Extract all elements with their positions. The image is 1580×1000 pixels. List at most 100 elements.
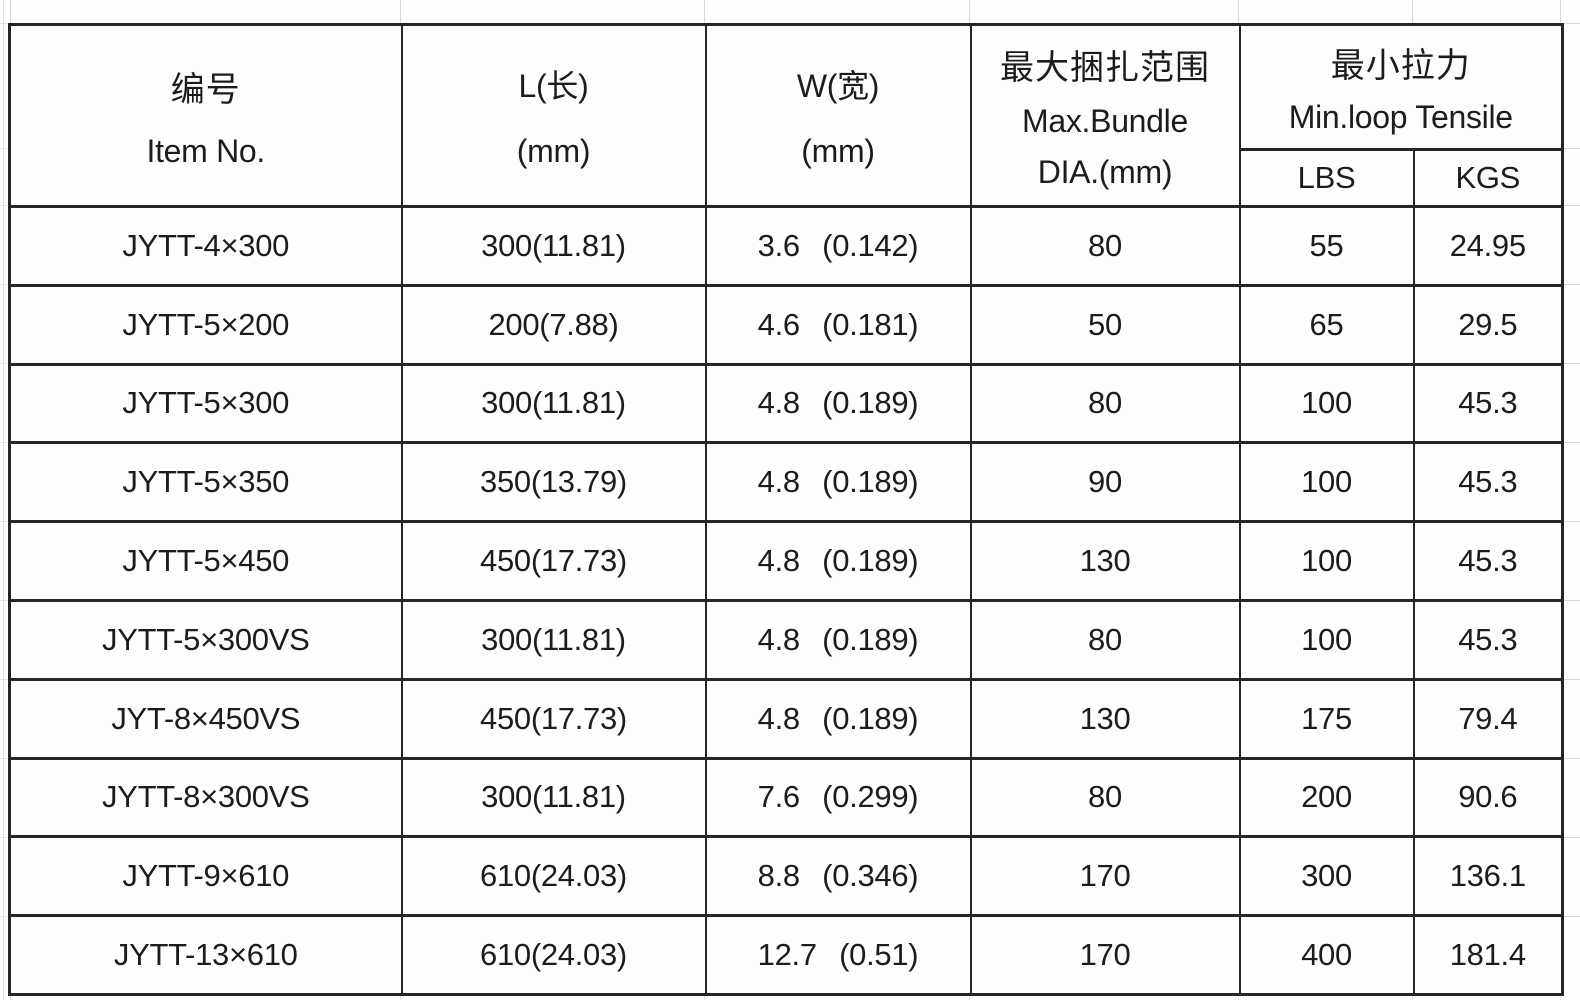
cell-lbs: 200 (1238, 756, 1415, 839)
gridline-stub (0, 284, 8, 285)
gridline-stub (0, 148, 8, 149)
cell-width: 12.7 (0.51) (704, 914, 972, 996)
gridline-stub (1563, 148, 1580, 149)
cell-bundle: 80 (969, 598, 1241, 681)
table-row: JYTT-5×350 350(13.79) 4.8 (0.189) 90 100 45.3 (8, 441, 1564, 524)
table-row: JYT-8×450VS 450(17.73) 4.8 (0.189) 130 175 79… (8, 677, 1564, 760)
table-row: JYTT-5×300 300(11.81) 4.8 (0.189) 80 100 45.3 (8, 362, 1564, 445)
cell-item: JYTT-13×610 (8, 914, 403, 996)
gridline-stub (1563, 284, 1580, 285)
cell-length: 300(11.81) (400, 756, 707, 839)
cell-kgs: 79.4 (1412, 677, 1564, 760)
cell-bundle: 130 (969, 520, 1241, 602)
cell-width: 4.6 (0.181) (704, 283, 972, 366)
table-row: JYTT-13×610 610(24.03) 12.7 (0.51) 170 400 18… (8, 914, 1564, 996)
cell-lbs: 400 (1238, 914, 1415, 996)
cell-length: 450(17.73) (400, 520, 707, 602)
gridline-stub (1563, 205, 1580, 206)
gridline-stub (969, 0, 970, 23)
table-row: JYTT-5×450 450(17.73) 4.8 (0.189) 130 100 45.… (8, 520, 1564, 602)
gridline-stub (10, 0, 11, 23)
header-length-label: L(长) (518, 68, 589, 104)
gridline-stub (10, 993, 11, 1000)
cell-item: JYTT-5×450 (8, 520, 403, 602)
gridline-stub (704, 993, 705, 1000)
cell-item: JYTT-5×300 (8, 362, 403, 445)
cell-item: JYTT-9×610 (8, 835, 403, 918)
cell-bundle: 130 (969, 677, 1241, 760)
header-lbs: LBS (1238, 148, 1415, 208)
gridline-stub (1238, 993, 1239, 1000)
header-tensile-zh: 最小拉力 (1330, 47, 1471, 85)
table-row: JYTT-4×300 300(11.81) 3.6 (0.142) 80 55 24.95 (8, 205, 1564, 287)
gridline-stub (1563, 837, 1580, 838)
gridline-stub (3, 0, 4, 1000)
gridline-stub (400, 993, 401, 1000)
header-tensile-en: Min.loop Tensile (1288, 99, 1513, 135)
cell-length: 300(11.81) (400, 362, 707, 445)
cell-length: 200(7.88) (400, 283, 707, 366)
cell-item: JYTT-5×350 (8, 441, 403, 524)
cell-kgs: 181.4 (1412, 914, 1564, 996)
cell-bundle: 90 (969, 441, 1241, 524)
cell-kgs: 136.1 (1412, 835, 1564, 918)
table-row: JYTT-5×300VS 300(11.81) 4.8 (0.189) 80 100 45… (8, 598, 1564, 681)
header-max-bundle: 最大捆扎范围 Max.Bundle DIA.(mm) (969, 23, 1241, 208)
cell-kgs: 45.3 (1412, 441, 1564, 524)
gridline-stub (1563, 679, 1580, 680)
table-row: JYTT-8×300VS 300(11.81) 7.6 (0.299) 80 200 90… (8, 756, 1564, 839)
gridline-stub (0, 521, 8, 522)
cell-width: 8.8 (0.346) (704, 835, 972, 918)
gridline-stub (1412, 0, 1413, 23)
gridline-stub (1563, 521, 1580, 522)
cell-length: 300(11.81) (400, 205, 707, 287)
cell-kgs: 45.3 (1412, 598, 1564, 681)
cell-bundle: 80 (969, 205, 1241, 287)
table-row: JYTT-9×610 610(24.03) 8.8 (0.346) 170 300 136… (8, 835, 1564, 918)
gridline-stub (0, 758, 8, 759)
cell-lbs: 100 (1238, 441, 1415, 524)
cell-item: JYTT-5×300VS (8, 598, 403, 681)
cell-width: 4.8 (0.189) (704, 362, 972, 445)
cell-kgs: 45.3 (1412, 520, 1564, 602)
header-subrow: LBS KGS (10, 148, 1564, 208)
gridline-stub (704, 0, 705, 23)
gridline-stub (0, 363, 8, 364)
gridline-stub (0, 679, 8, 680)
gridline-stub (0, 442, 8, 443)
cell-lbs: 175 (1238, 677, 1415, 760)
gridline-stub (400, 0, 401, 23)
gridline-stub (1563, 916, 1580, 917)
cell-bundle: 80 (969, 362, 1241, 445)
table-row: JYTT-5×200 200(7.88) 4.6 (0.181) 50 65 29.5 (8, 283, 1564, 366)
cell-bundle: 170 (969, 835, 1241, 918)
header-item-no-zh: 编号 (170, 70, 241, 109)
header-length-unit: (mm) (516, 133, 591, 169)
cell-lbs: 65 (1238, 283, 1415, 366)
cell-width: 4.8 (0.189) (704, 677, 972, 760)
gridline-stub (1238, 0, 1239, 23)
header-item-no-en: Item No. (146, 132, 266, 169)
header-length: L(长) (mm) (400, 23, 707, 208)
header-max-bundle-zh: 最大捆扎范围 (1000, 49, 1210, 87)
cell-kgs: 24.95 (1412, 205, 1564, 287)
cell-item: JYTT-4×300 (8, 205, 403, 287)
gridline-stub (1563, 442, 1580, 443)
gridline-stub (1563, 600, 1580, 601)
gridline-stub (0, 23, 8, 24)
gridline-stub (0, 916, 8, 917)
header-max-bundle-unit: DIA.(mm) (1037, 154, 1173, 190)
gridline-stub (969, 993, 970, 1000)
cell-width: 4.8 (0.189) (704, 441, 972, 524)
cell-length: 450(17.73) (400, 677, 707, 760)
gridline-stub (1412, 993, 1413, 1000)
cell-item: JYTT-8×300VS (8, 756, 403, 839)
cell-lbs: 100 (1238, 598, 1415, 681)
cell-length: 610(24.03) (400, 914, 707, 996)
cell-width: 3.6 (0.142) (704, 205, 972, 287)
gridline-stub (1560, 993, 1561, 1000)
cell-lbs: 55 (1238, 205, 1415, 287)
cell-bundle: 50 (969, 283, 1241, 366)
header-max-bundle-en: Max.Bundle (1022, 103, 1188, 139)
